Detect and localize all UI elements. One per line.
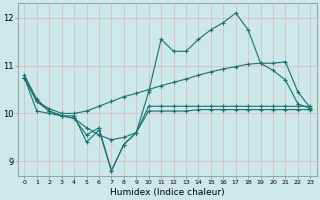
X-axis label: Humidex (Indice chaleur): Humidex (Indice chaleur) (110, 188, 225, 197)
